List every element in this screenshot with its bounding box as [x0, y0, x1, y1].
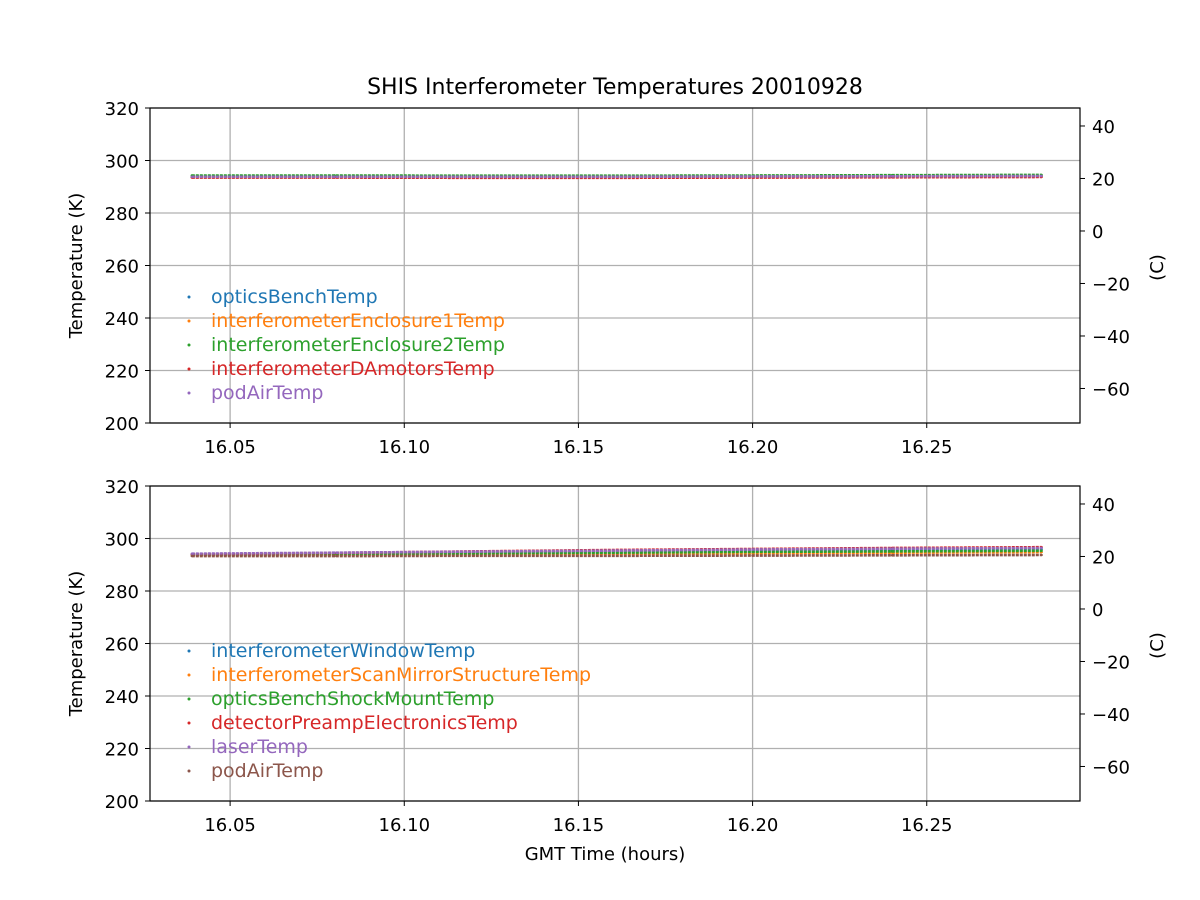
y-right-axis-label: (C): [1147, 254, 1168, 281]
legend-marker: [187, 319, 191, 323]
data-point: [190, 554, 193, 558]
y-right-axis-label: (C): [1147, 632, 1168, 659]
y-axis-label: Temperature (K): [66, 193, 87, 340]
x-tick-label: 16.10: [379, 815, 431, 836]
y-right-tick-label: 0: [1092, 222, 1103, 243]
y-right-tick-label: 40: [1092, 117, 1115, 138]
y-tick-label: 300: [105, 530, 139, 551]
x-tick-label: 16.05: [204, 437, 256, 458]
y-tick-label: 320: [105, 477, 139, 498]
data-point: [612, 549, 615, 552]
legend-label: interferometerScanMirrorStructureTemp: [211, 664, 591, 686]
legend-marker: [187, 745, 191, 749]
data-point: [333, 175, 336, 178]
y-right-tick-label: −20: [1092, 274, 1130, 295]
legend-label: interferometerEnclosure1Temp: [211, 310, 505, 332]
y-tick-label: 280: [105, 204, 139, 225]
data-point: [333, 551, 336, 554]
y-tick-label: 200: [105, 414, 139, 435]
y-tick-label: 300: [105, 152, 139, 173]
data-point: [1040, 549, 1043, 553]
legend-label: podAirTemp: [211, 760, 323, 782]
data-point: [472, 554, 476, 558]
x-tick-label: 16.10: [379, 437, 431, 458]
x-tick-label: 16.15: [553, 815, 605, 836]
y-tick-label: 200: [105, 792, 139, 813]
y-tick-label: 260: [105, 257, 139, 278]
y-axis-label: Temperature (K): [66, 571, 87, 718]
legend-label: interferometerEnclosure2Temp: [211, 334, 505, 356]
x-tick-label: 16.20: [727, 815, 779, 836]
y-right-tick-label: −40: [1092, 705, 1130, 726]
x-tick-label: 16.15: [553, 437, 605, 458]
legend-marker: [187, 649, 191, 653]
y-tick-label: 220: [105, 740, 139, 761]
data-point: [890, 547, 894, 550]
data-point: [612, 551, 615, 554]
data-point: [190, 175, 193, 178]
legend-marker: [187, 721, 191, 725]
data-point: [890, 175, 894, 178]
data-point: [190, 552, 193, 555]
y-tick-label: 320: [105, 99, 139, 120]
data-point: [1040, 174, 1043, 178]
legend-label: podAirTemp: [211, 382, 323, 404]
data-point: [333, 554, 336, 558]
legend-label: laserTemp: [211, 736, 308, 758]
y-right-tick-label: 20: [1092, 169, 1115, 190]
data-point: [751, 548, 754, 551]
y-right-tick-label: −60: [1092, 757, 1130, 778]
legend-marker: [187, 673, 191, 677]
legend-label: interferometerWindowTemp: [211, 640, 475, 662]
y-right-tick-label: −40: [1092, 327, 1130, 348]
data-point: [751, 550, 754, 554]
data-point: [472, 175, 476, 178]
y-right-tick-label: 20: [1092, 547, 1115, 568]
legend-label: interferometerDAmotorsTemp: [211, 358, 495, 380]
x-tick-label: 16.25: [901, 815, 953, 836]
x-tick-label: 16.05: [204, 815, 256, 836]
y-right-tick-label: 40: [1092, 495, 1115, 516]
y-right-tick-label: 0: [1092, 600, 1103, 621]
legend-label: opticsBenchTemp: [211, 286, 378, 308]
legend-marker: [187, 367, 191, 371]
y-right-tick-label: −20: [1092, 652, 1130, 673]
y-tick-label: 220: [105, 362, 139, 383]
legend-marker: [187, 769, 191, 773]
x-axis-label: GMT Time (hours): [525, 844, 686, 865]
legend-marker: [187, 343, 191, 347]
y-tick-label: 260: [105, 635, 139, 656]
y-tick-label: 280: [105, 582, 139, 603]
legend-label: opticsBenchShockMountTemp: [211, 688, 494, 710]
legend-marker: [187, 697, 191, 701]
legend-marker: [187, 295, 191, 299]
y-right-tick-label: −60: [1092, 379, 1130, 400]
legend-label: detectorPreampElectronicsTemp: [211, 712, 518, 734]
figure-title: SHIS Interferometer Temperatures 2001092…: [367, 75, 863, 100]
data-point: [612, 175, 615, 178]
top-panel: 16.05 16.10 16.15 16.20 16.25200220240260280…: [66, 99, 1168, 458]
y-tick-label: 240: [105, 687, 139, 708]
x-tick-label: 16.20: [727, 437, 779, 458]
y-tick-label: 240: [105, 309, 139, 330]
data-point: [751, 175, 754, 178]
data-point: [1040, 553, 1043, 557]
data-point: [890, 554, 894, 557]
data-point: [751, 554, 754, 557]
legend-marker: [187, 391, 191, 395]
data-point: [1040, 546, 1043, 550]
data-point: [890, 550, 894, 553]
bottom-panel: 16.05 16.10 16.15 16.20 16.25200220240260280…: [66, 477, 1168, 865]
data-point: [612, 554, 615, 558]
data-point: [472, 550, 476, 553]
x-tick-label: 16.25: [901, 437, 953, 458]
